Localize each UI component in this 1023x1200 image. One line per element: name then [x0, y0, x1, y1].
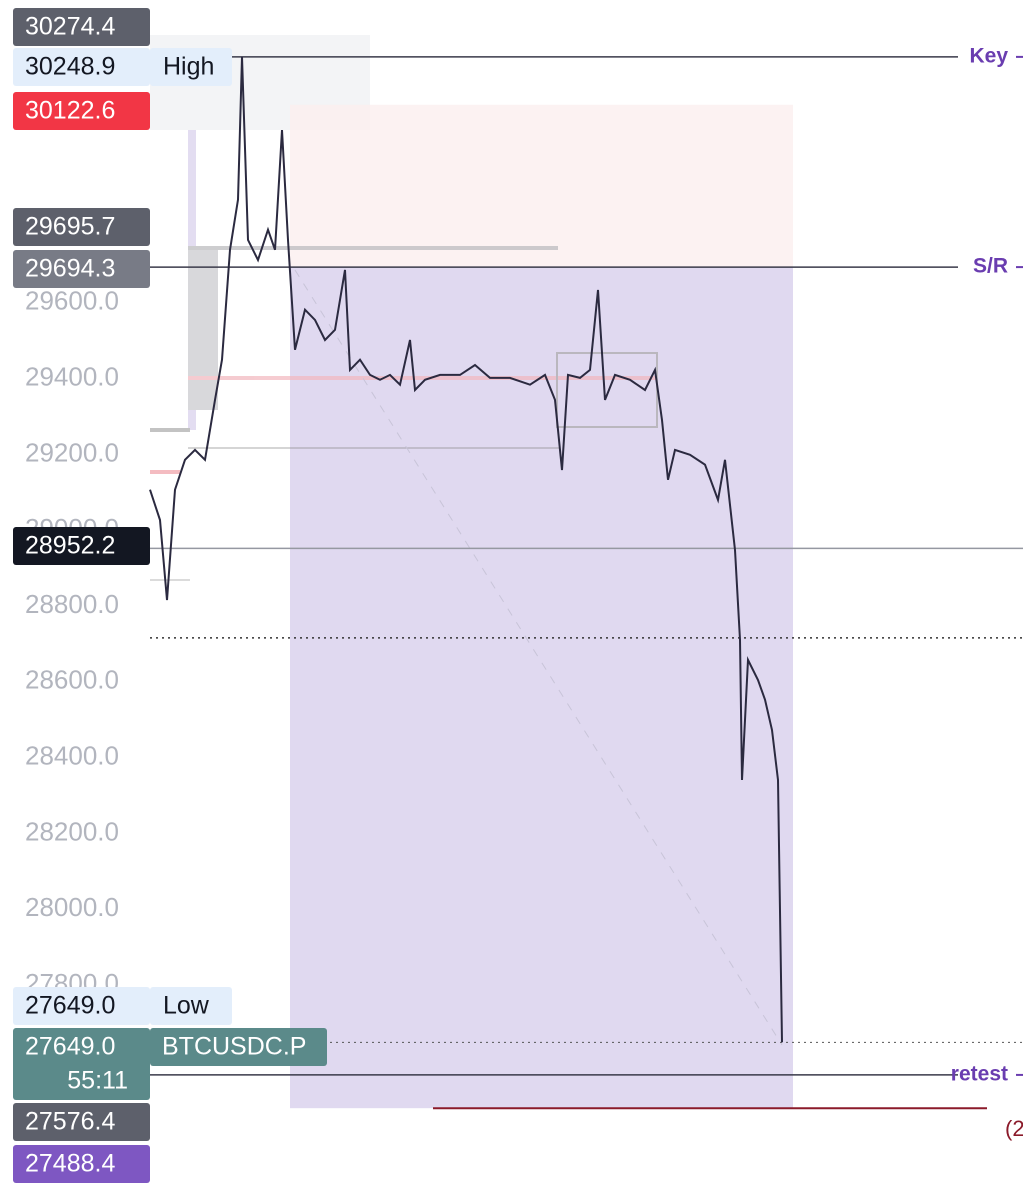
profile-bar — [188, 250, 218, 410]
tag-caption: Low — [163, 992, 210, 1020]
poc-line — [188, 376, 658, 380]
level-label: Key — [969, 44, 1008, 67]
price-tag — [13, 48, 150, 86]
price-tag-label: 27649.0 — [25, 992, 115, 1020]
price-tag-label: 28952.2 — [25, 532, 115, 560]
price-tag — [13, 8, 150, 46]
price-tag — [13, 208, 150, 246]
price-tag-label: 30248.9 — [25, 53, 115, 81]
y-tick-label: 29400.0 — [25, 362, 119, 392]
stop-zone — [290, 267, 793, 1109]
profile-line — [150, 470, 180, 474]
y-tick-label: 28200.0 — [25, 816, 119, 846]
price-tag-label: 30122.6 — [25, 97, 115, 125]
price-line — [149, 56, 783, 1043]
symbol: BTCUSDC.P — [162, 1033, 306, 1061]
price-tag — [13, 1028, 150, 1100]
price-tag-label: 27488.4 — [25, 1150, 115, 1178]
profile-line — [188, 246, 558, 250]
volume-profile — [150, 130, 658, 581]
symbol-box — [150, 1028, 327, 1066]
tag-caption-box — [150, 987, 232, 1025]
level-label: retest — [951, 1062, 1008, 1085]
countdown: 55:11 — [67, 1067, 128, 1095]
price-tag-label: 30274.4 — [25, 13, 115, 41]
price-tag-label: 29694.3 — [25, 255, 115, 283]
price-tag — [13, 1103, 150, 1141]
y-tick-label: 29200.0 — [25, 437, 119, 467]
price-tag — [13, 1145, 150, 1183]
price-tag-label: 27649.0 — [25, 1033, 115, 1061]
price-tag — [13, 92, 150, 130]
target-zone — [290, 104, 793, 268]
price-tag — [13, 250, 150, 288]
y-tick-label: 29600.0 — [25, 286, 119, 316]
price-tag-label: 29695.7 — [25, 213, 115, 241]
profile-line — [150, 428, 190, 432]
y-tick-label: 28000.0 — [25, 892, 119, 922]
cutoff-text: (2 — [1005, 1116, 1023, 1141]
y-tick-label: 28800.0 — [25, 589, 119, 619]
y-tick-label: 28400.0 — [25, 741, 119, 771]
y-tick-label: 28600.0 — [25, 665, 119, 695]
price-tag — [13, 527, 150, 565]
tag-caption-box — [150, 48, 232, 86]
level-label: S/R — [973, 255, 1008, 278]
tag-caption: High — [163, 53, 214, 81]
price-tag-label: 27576.4 — [25, 1108, 115, 1136]
price-tag — [13, 987, 150, 1025]
